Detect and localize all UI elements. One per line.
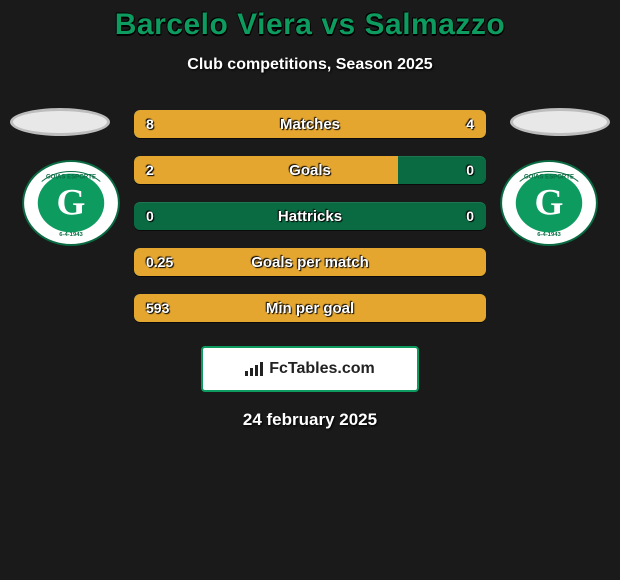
svg-text:6-4-1943: 6-4-1943: [537, 232, 561, 238]
subtitle: Club competitions, Season 2025: [0, 56, 620, 74]
stat-row: 0Hattricks0: [134, 202, 486, 230]
stat-value-right: 0: [466, 202, 474, 230]
stat-label: Matches: [134, 110, 486, 138]
page-title: Barcelo Viera vs Salmazzo: [0, 8, 620, 42]
stat-row: 8Matches4: [134, 110, 486, 138]
svg-text:GOIAS ESPORTE: GOIAS ESPORTE: [524, 175, 574, 181]
stat-row: 0.25Goals per match: [134, 248, 486, 276]
bar-chart-icon: [245, 362, 263, 376]
svg-text:6-4-1943: 6-4-1943: [59, 232, 83, 238]
attribution-badge: FcTables.com: [201, 346, 419, 392]
stat-row: 2Goals0: [134, 156, 486, 184]
stat-value-right: 4: [466, 110, 474, 138]
stat-row: 593Min per goal: [134, 294, 486, 322]
player-placeholder-left: [10, 108, 110, 136]
club-badge-left: G GOIAS ESPORTE 6-4-1943: [22, 160, 120, 246]
stats-zone: G GOIAS ESPORTE 6-4-1943 G GOIAS ESPORTE…: [0, 110, 620, 340]
club-badge-right: G GOIAS ESPORTE 6-4-1943: [500, 160, 598, 246]
svg-text:G: G: [57, 183, 86, 224]
stat-label: Goals per match: [134, 248, 486, 276]
svg-text:G: G: [535, 183, 564, 224]
player-placeholder-right: [510, 108, 610, 136]
goias-badge-icon: G GOIAS ESPORTE 6-4-1943: [22, 160, 120, 246]
svg-text:GOIAS ESPORTE: GOIAS ESPORTE: [46, 175, 96, 181]
goias-badge-icon: G GOIAS ESPORTE 6-4-1943: [500, 160, 598, 246]
comparison-card: Barcelo Viera vs Salmazzo Club competiti…: [0, 0, 620, 580]
stat-label: Hattricks: [134, 202, 486, 230]
stat-label: Min per goal: [134, 294, 486, 322]
stat-value-right: 0: [466, 156, 474, 184]
date-line: 24 february 2025: [0, 410, 620, 430]
stat-label: Goals: [134, 156, 486, 184]
stat-rows: 8Matches42Goals00Hattricks00.25Goals per…: [134, 110, 486, 340]
attribution-text: FcTables.com: [269, 360, 375, 378]
